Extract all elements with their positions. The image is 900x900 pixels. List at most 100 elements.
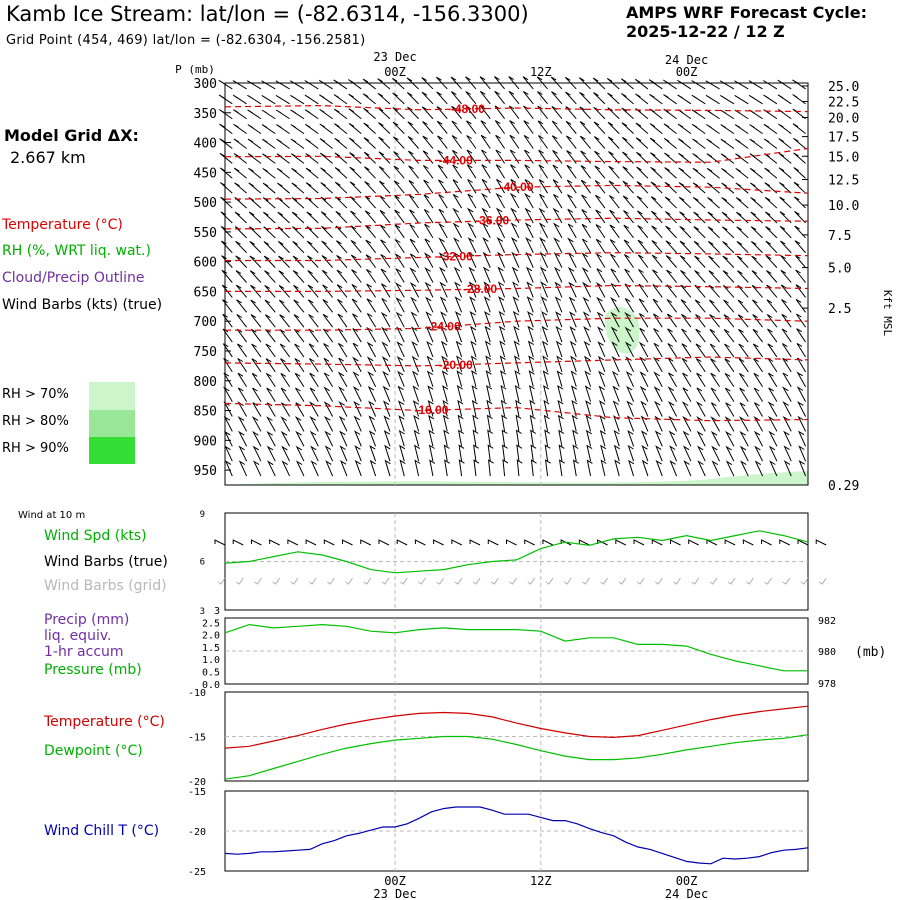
wind-barb [220,196,233,209]
legend-precip-accum: 1-hr accum [44,644,124,660]
wind-barb [409,253,420,268]
wind-barb [537,135,548,149]
wind-barb [365,254,377,268]
wind-barb [721,197,735,209]
wind-barb [398,429,405,447]
wind-barb [484,310,491,328]
wind-barb [237,372,248,388]
wind-barb [754,402,764,417]
wind-barb [692,182,706,194]
wind-barb [264,299,276,313]
wind-barb [599,414,606,432]
wind-barb [437,150,448,164]
wind-barb [220,211,233,224]
isotherm-label: -24.00 [427,320,461,334]
wind-barb [354,459,362,477]
wind-barb [366,313,377,328]
windchill-panel: -15 -20 -25 [188,787,809,878]
wind-barb [566,179,577,194]
wind-barb [725,402,735,417]
wind-barb [265,358,276,373]
wind-barb [379,195,391,209]
wind-barb [495,164,506,179]
wind-barb [781,313,792,328]
pressure-tick-label: 350 [194,107,217,122]
wind-barb-grid [582,577,590,585]
wind-barb [487,444,494,462]
wind-barb [450,76,462,90]
wind-barb [320,211,333,224]
wind-barb [323,343,334,358]
wind-barb [572,444,579,462]
wind-barb-true [269,539,280,546]
wind-barb [439,296,448,313]
wind-barb [232,80,247,90]
wind-barb [324,415,334,432]
wind-barb [623,210,634,224]
wind-barb [734,94,749,105]
wind-barb [455,325,463,343]
wind-barb [650,196,663,209]
wind-barb [581,252,592,268]
wind-barb [238,445,248,462]
wind-barb [651,254,663,268]
wind-barb [277,240,290,254]
wind-barb [544,429,551,447]
wind-barb [365,239,377,254]
wind-barb [679,255,692,268]
wind-barb [541,310,549,328]
wind-barb [321,255,333,268]
wind-barb [654,400,663,417]
wind-barb [235,240,247,254]
wind-barb [621,122,634,134]
rh70-swatch [89,382,135,410]
wind-barb [442,414,449,432]
wind-barb [309,430,319,447]
wind-barb-true [779,539,791,546]
wind-barb-true [688,539,699,546]
wind-barb [638,298,649,313]
height-tick-label: 20.0 [828,112,859,127]
wind-barb-true [305,539,317,546]
wind-speed-line [224,530,809,574]
wind-barb [500,399,507,417]
wind-barb [319,152,333,164]
wind-barb [379,224,391,239]
isotherm-label: -28.00 [463,282,497,296]
wind-barb [237,401,248,417]
wind-barb [768,387,778,402]
wind-barb [655,459,663,477]
wind-barb [753,387,764,402]
wind-barb [513,355,521,372]
wind-barb [749,153,763,164]
wind-barb [586,444,593,462]
wind-barb [281,445,291,462]
wind-barb [469,310,477,328]
wind-barb [321,240,333,254]
wind-barb [471,370,478,387]
wind-barb [707,211,720,224]
wind-barb [366,326,377,343]
wind-barb [778,138,792,149]
wind-barb [553,266,563,283]
wind-barb [452,179,463,194]
wind-panel: 9 6 3 [200,510,827,617]
wind-barb [465,120,477,134]
wind-barb [709,299,720,313]
wind-barb [250,314,262,328]
wind-barb [558,459,565,477]
wind-barb [265,372,276,388]
wind-barb [537,91,548,105]
wind-barb-true [451,539,463,546]
wind-barb [222,343,233,358]
wind-barb [412,385,420,402]
wind-barb [467,237,477,253]
wind-barb [277,197,290,209]
wind-barb [224,430,233,447]
wind-barb [280,387,291,402]
wind-barb [494,120,506,134]
wind-barb [668,430,678,447]
wind-barb [768,430,778,447]
wind-barb [635,122,649,134]
